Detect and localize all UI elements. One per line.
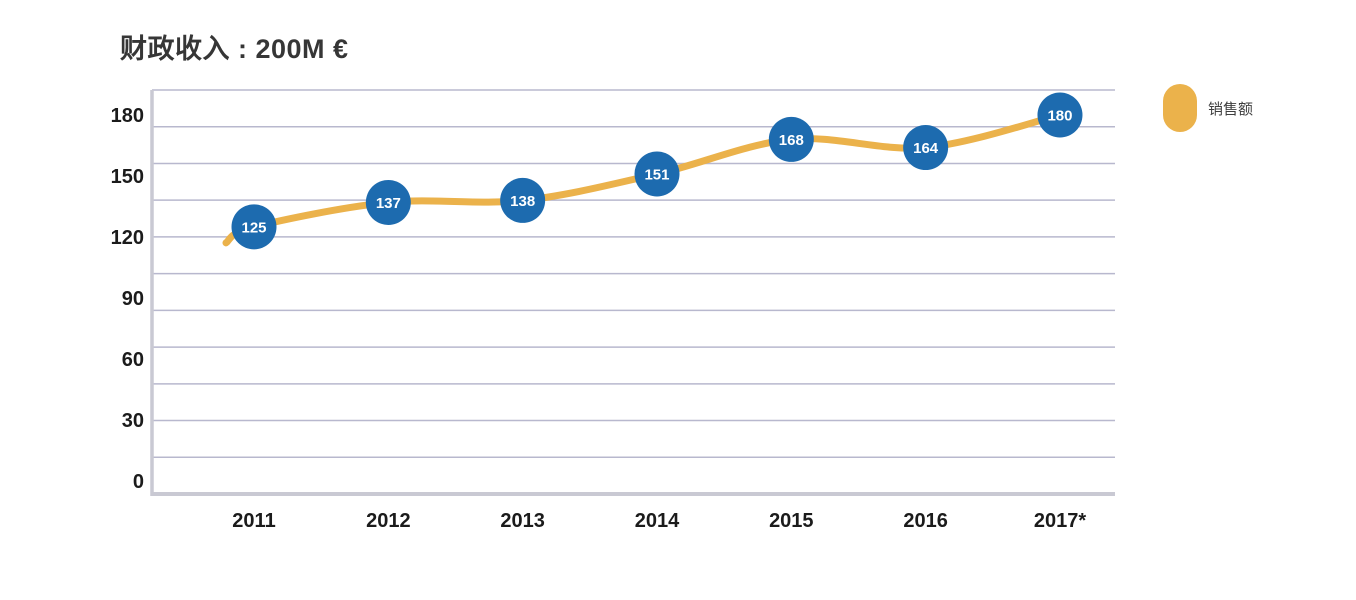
x-tick-label: 2015 — [769, 510, 814, 532]
x-tick-label: 2013 — [500, 510, 545, 532]
y-tick-label: 30 — [122, 410, 144, 432]
data-point-circle[interactable] — [365, 179, 411, 225]
data-point-value: 137 — [376, 195, 401, 212]
data-point-circle[interactable] — [903, 125, 949, 171]
data-point-circle[interactable] — [634, 151, 680, 197]
data-point-value: 138 — [510, 193, 535, 210]
data-point[interactable]: 168 — [768, 116, 814, 162]
chart-title: 财政收入 : 200M € — [120, 34, 349, 64]
data-point-circle[interactable] — [768, 116, 814, 162]
x-tick-label: 2014 — [635, 510, 680, 532]
data-point-value: 164 — [913, 140, 939, 157]
data-point[interactable]: 125 — [231, 204, 277, 250]
x-tick-label: 2017* — [1034, 510, 1086, 532]
data-point[interactable]: 137 — [365, 179, 411, 225]
y-tick-label: 60 — [122, 349, 144, 371]
data-point-circle[interactable] — [1037, 92, 1083, 138]
y-tick-label: 90 — [122, 288, 144, 310]
legend[interactable]: 销售额 — [1163, 84, 1253, 132]
data-point-circle[interactable] — [500, 177, 546, 223]
data-point-value: 151 — [644, 166, 669, 183]
data-point-value: 168 — [779, 132, 804, 149]
legend-marker-icon[interactable] — [1163, 84, 1197, 132]
x-tick-label: 2012 — [366, 510, 411, 532]
data-point[interactable]: 151 — [634, 151, 680, 197]
data-point[interactable]: 164 — [903, 125, 949, 171]
gridlines — [152, 89, 1115, 496]
data-point-value: 180 — [1047, 108, 1072, 125]
legend-label: 销售额 — [1208, 100, 1254, 118]
y-axis-labels: 180 150 120 90 60 30 0 — [111, 105, 144, 493]
x-tick-label: 2016 — [903, 510, 948, 532]
data-point[interactable]: 138 — [500, 177, 546, 223]
y-tick-label: 120 — [111, 227, 144, 249]
x-tick-label: 2011 — [232, 510, 275, 532]
data-point[interactable]: 180 — [1037, 92, 1083, 138]
y-tick-label: 150 — [111, 166, 144, 188]
y-tick-label: 180 — [111, 105, 144, 127]
data-point-circle[interactable] — [231, 204, 277, 250]
x-axis-labels: 2011 2012 2013 2014 2015 2016 2017* — [232, 510, 1086, 532]
data-points: 125 137 138 151 168 164 180 — [231, 92, 1083, 250]
data-point-value: 125 — [241, 219, 266, 236]
y-tick-label: 0 — [133, 471, 144, 493]
